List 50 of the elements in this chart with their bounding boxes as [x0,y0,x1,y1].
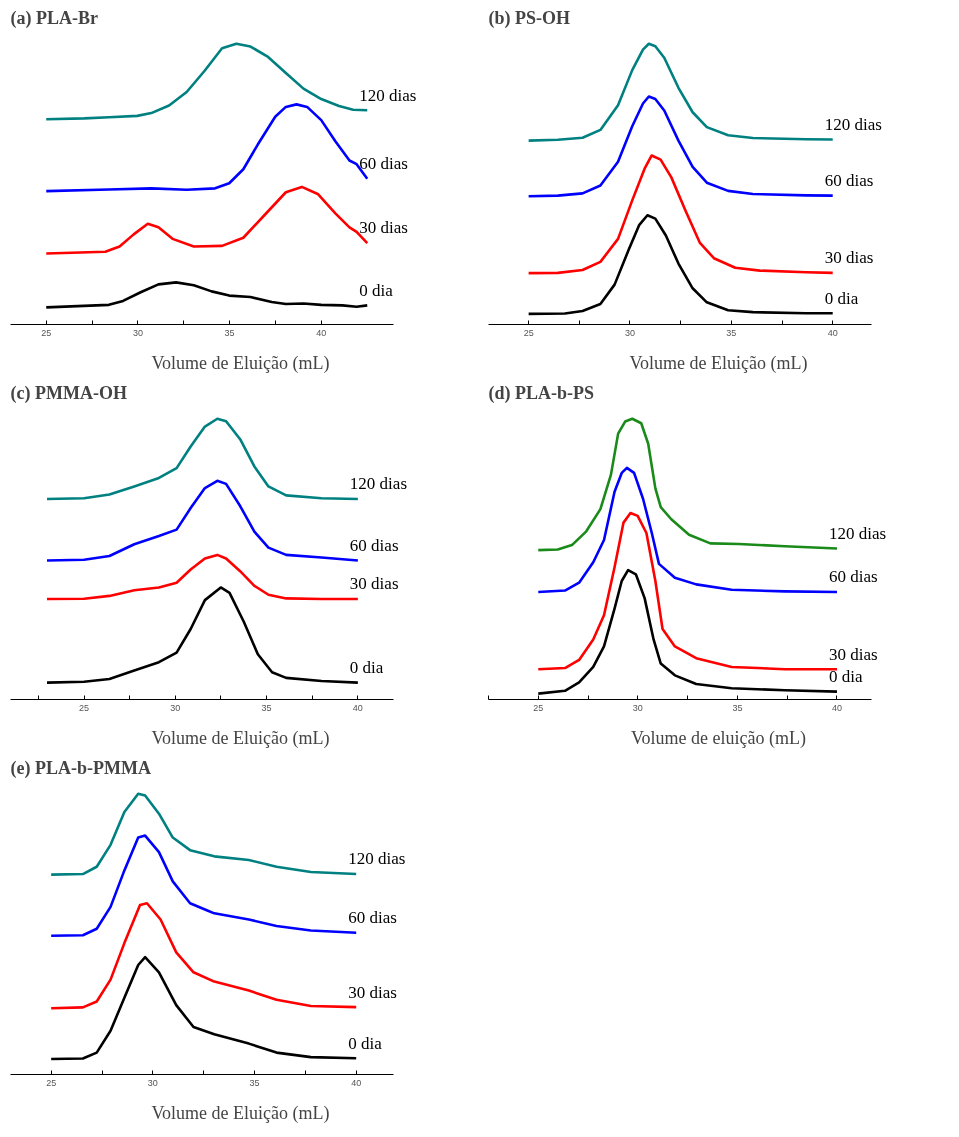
x-axis-title: Volume de Eluição (mL) [151,727,330,749]
x-tick-label: 35 [732,702,743,713]
x-tick-label: 35 [726,327,737,338]
x-tick-label: 25 [79,702,90,713]
series-label: 60 dias [824,171,874,191]
x-tick-label: 40 [831,702,842,713]
x-tick-label: 25 [46,1077,57,1088]
series-label: 30 dias [359,218,408,238]
x-tick-label: 40 [316,327,327,338]
x-tick-label: 30 [147,1077,158,1088]
series-label: 30 dias [828,644,878,664]
series-label: 0 dia [359,280,394,300]
x-tick-label: 25 [523,327,534,338]
series-label: 0 dia [349,658,384,678]
x-tick-label: 40 [827,327,838,338]
series-label: 60 dias [359,154,408,174]
x-tick-label: 25 [41,327,52,338]
x-axis-title: Volume de Eluição (mL) [629,352,808,374]
series-label: 120 dias [828,523,887,543]
series-label: 120 dias [359,85,417,105]
series-label: 30 dias [824,248,874,268]
series-label: 30 dias [349,574,399,594]
chart-title: (a) PLA-Br [10,7,98,29]
chart-title: (c) PMMA-OH [10,382,127,404]
x-tick-label: 25 [533,702,544,713]
series-label: 60 dias [349,535,399,555]
x-axis-title: Volume de Eluição (mL) [151,1102,330,1124]
chart-title: (d) PLA-b-PS [488,382,595,404]
series-label: 0 dia [348,1033,383,1053]
series-label: 120 dias [348,849,406,869]
x-tick-label: 30 [170,702,181,713]
x-tick-label: 30 [132,327,143,338]
series-label: 60 dias [348,908,397,928]
x-tick-label: 35 [249,1077,260,1088]
series-label: 0 dia [828,667,863,687]
x-axis-title: Volume de Eluição (mL) [151,352,330,374]
x-tick-label: 35 [261,702,272,713]
series-label: 120 dias [349,474,408,494]
x-tick-label: 30 [632,702,643,713]
series-label: 120 dias [824,114,882,134]
x-tick-label: 30 [624,327,636,338]
series-label: 0 dia [824,288,859,308]
series-label: 30 dias [348,982,397,1002]
chart-title: (e) PLA-b-PMMA [10,757,151,779]
x-tick-label: 40 [351,1077,362,1088]
x-tick-label: 35 [224,327,235,338]
series-label: 60 dias [828,567,878,587]
x-tick-label: 40 [352,702,363,713]
chart-title: (b) PS-OH [488,7,571,29]
x-axis-title: Volume de eluição (mL) [630,727,807,749]
